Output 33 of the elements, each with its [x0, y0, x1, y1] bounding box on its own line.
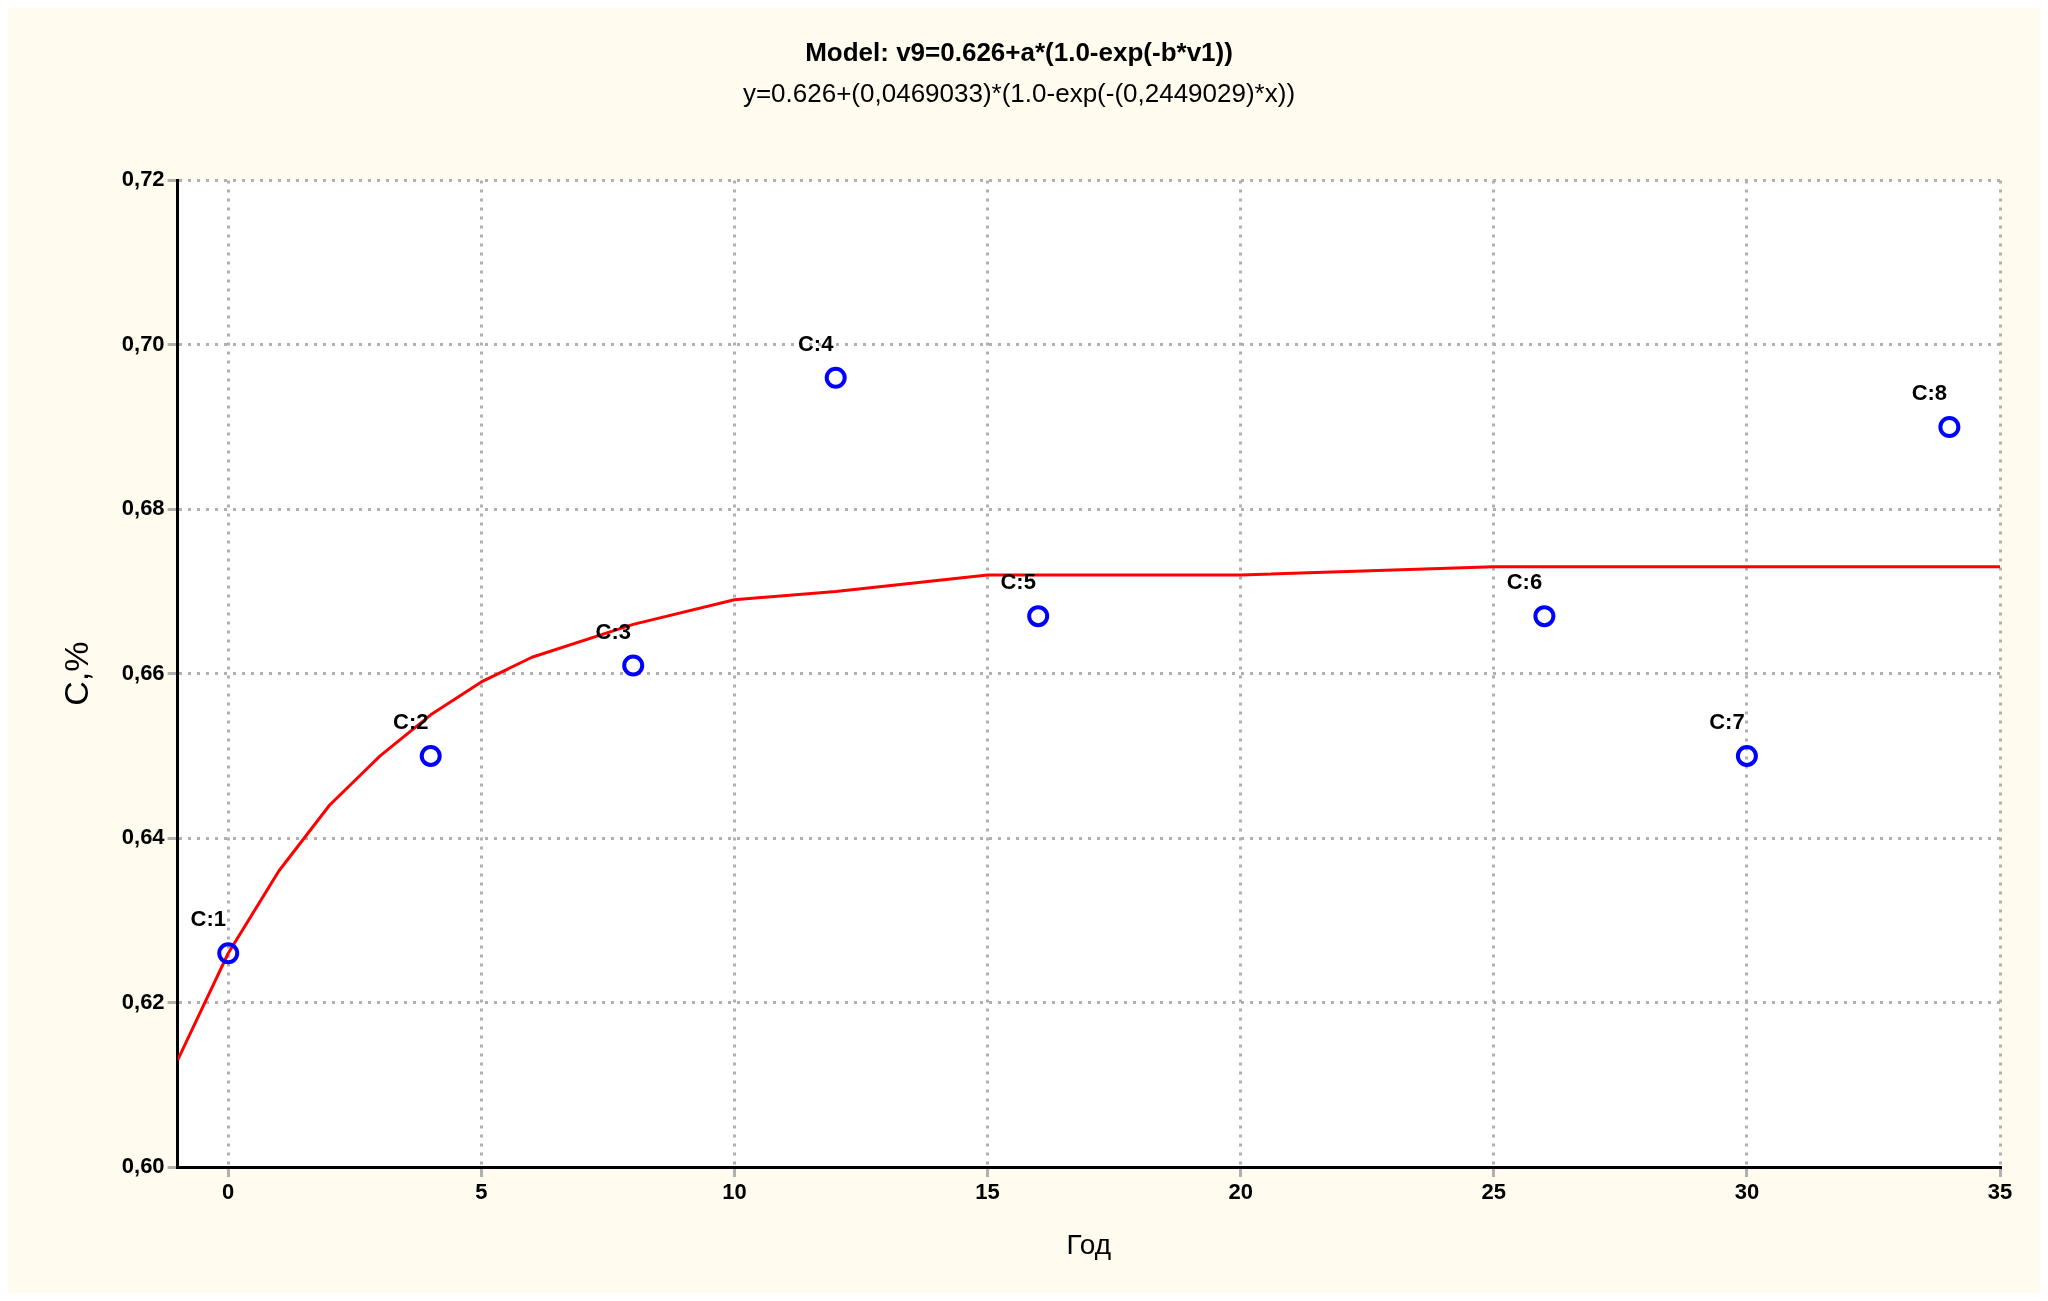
y-tick-label: 0,68 — [121, 495, 165, 521]
point — [1027, 605, 1050, 628]
y-tick-label: 0,72 — [121, 166, 165, 192]
point — [1735, 744, 1758, 767]
x-axis-title: Год — [1066, 1228, 1112, 1260]
y-tick-label: 0,62 — [121, 988, 165, 1014]
annotation: C:7 — [1709, 708, 1745, 734]
x-tick-label: 10 — [722, 1179, 747, 1205]
x-tick-label: 20 — [1228, 1179, 1253, 1205]
x-tick-label: 30 — [1734, 1179, 1760, 1205]
y-tick-label: 0,66 — [121, 659, 165, 685]
annotation: C:8 — [1911, 380, 1948, 406]
x-tick-label: 5 — [475, 1179, 488, 1205]
chart-subtitle: y=0.626+(0,0469033)*(1.0-exp(-(0,2449029)*x)) — [742, 77, 1296, 108]
annotation: C:4 — [797, 330, 835, 356]
x-tick-label: 25 — [1481, 1179, 1507, 1205]
y-tick-label: 0,60 — [121, 1153, 165, 1179]
annotation: C:6 — [1506, 569, 1543, 595]
x-tick-label: 0 — [222, 1179, 235, 1205]
point — [419, 744, 442, 767]
annotation: C:5 — [1000, 569, 1036, 595]
x-tick-label: 15 — [975, 1179, 1000, 1205]
y-axis-title: C,% — [56, 641, 95, 706]
y-tick-label: 0,70 — [121, 330, 165, 356]
annotation: C:1 — [190, 906, 226, 932]
x-tick-label: 35 — [1987, 1179, 2013, 1205]
point — [217, 942, 240, 965]
chart-title: Model: v9=0.626+a*(1.0-exp(-b*v1)) — [805, 36, 1233, 67]
point — [622, 654, 645, 677]
point — [1938, 416, 1961, 439]
point — [824, 366, 847, 389]
point — [1533, 605, 1556, 628]
y-tick-label: 0,64 — [121, 824, 166, 850]
